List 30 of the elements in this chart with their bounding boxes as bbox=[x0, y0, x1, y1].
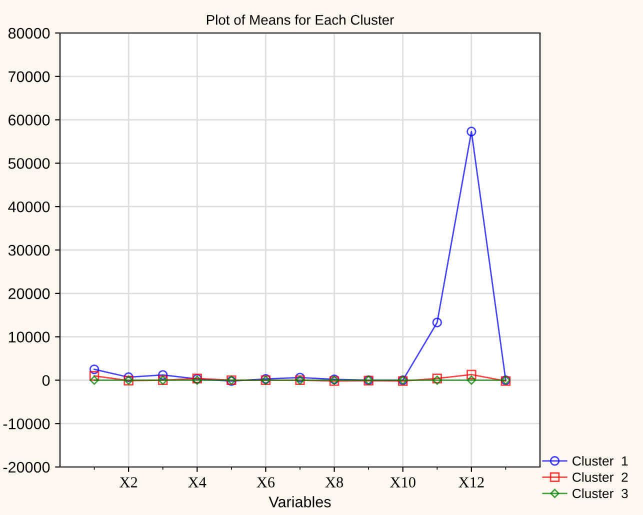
y-tick-label: 30000 bbox=[8, 244, 50, 256]
x-tick-label: X12 bbox=[458, 477, 484, 488]
x-axis-title: Variables bbox=[268, 496, 331, 508]
legend-label: Cluster 2 bbox=[572, 472, 628, 482]
point bbox=[158, 370, 168, 380]
y-tick-label: 20000 bbox=[8, 288, 50, 300]
point bbox=[432, 318, 442, 328]
y-tick-label: -10000 bbox=[3, 418, 50, 430]
point bbox=[89, 371, 100, 381]
x-tick-label: X6 bbox=[256, 477, 275, 488]
point bbox=[90, 376, 99, 385]
point bbox=[89, 364, 100, 374]
x-tick-label: X2 bbox=[120, 477, 138, 488]
y-tick-label: 10000 bbox=[8, 332, 50, 342]
chart-title: Plot of Means for Each Cluster bbox=[206, 14, 394, 25]
y-tick-label: 0 bbox=[42, 375, 50, 386]
x-tick-label: X4 bbox=[188, 477, 206, 488]
x-tick-label: X8 bbox=[325, 477, 344, 488]
point bbox=[466, 370, 476, 380]
y-tick-label: 40000 bbox=[8, 201, 50, 212]
legend-label: Cluster 1 bbox=[572, 456, 628, 466]
y-tick-label: -20000 bbox=[3, 462, 50, 473]
y-tick-label: 60000 bbox=[8, 114, 50, 126]
point bbox=[466, 126, 476, 136]
y-tick-label: 70000 bbox=[8, 71, 50, 82]
point bbox=[466, 376, 476, 385]
legend-label: Cluster 3 bbox=[572, 488, 628, 498]
y-tick-label: 50000 bbox=[8, 158, 50, 169]
x-tick-label: X10 bbox=[390, 477, 416, 488]
y-tick-label: 80000 bbox=[8, 28, 50, 39]
